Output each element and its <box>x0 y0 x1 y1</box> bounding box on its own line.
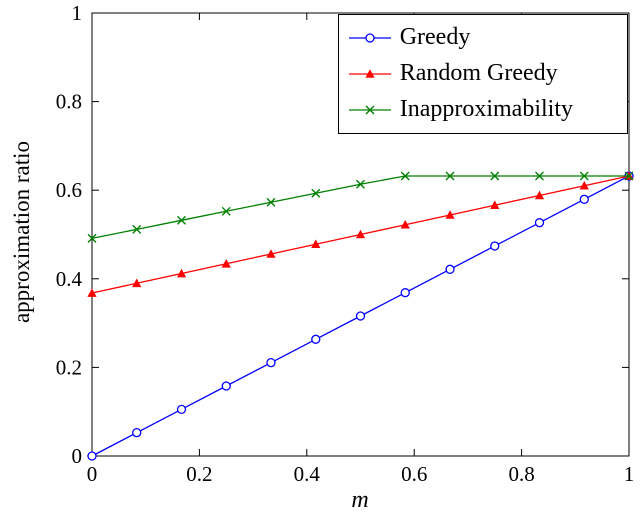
legend-marker-greedy-icon <box>348 32 391 43</box>
legend-item-inapproximability: Inapproximability <box>348 94 573 125</box>
legend-marker-random-greedy-icon <box>348 68 391 78</box>
x-axis-label: m <box>351 487 369 513</box>
series-greedy <box>87 171 634 461</box>
y-tick-label: 1 <box>72 1 83 25</box>
legend-item-greedy: Greedy <box>348 22 573 53</box>
legend-label-inapproximability: Inapproximability <box>399 96 573 123</box>
legend-marker-inapproximability-icon <box>348 105 391 115</box>
legend-item-random-greedy: Random Greedy <box>348 58 573 89</box>
y-tick-label: 0 <box>72 444 83 468</box>
y-tick-label: 0.6 <box>56 178 82 202</box>
legend-label-greedy: Greedy <box>399 24 471 50</box>
axis-frame <box>91 12 630 457</box>
y-tick-label: 0.8 <box>56 90 82 114</box>
x-tick-label: 1 <box>624 462 635 486</box>
series-random-greedy <box>87 171 634 297</box>
axis-ticks: 0 0.2 0.4 0.6 0.8 1 0 0.2 0.4 0.6 0.8 1 <box>56 1 635 486</box>
y-tick-label: 0.2 <box>56 355 82 379</box>
x-tick-label: 0.4 <box>294 462 321 486</box>
legend: Greedy Random Greedy Inapproximability <box>337 14 628 134</box>
series-inapproximability <box>87 171 634 243</box>
x-tick-label: 0 <box>87 462 98 486</box>
y-tick-label: 0.4 <box>56 267 83 291</box>
legend-label-random-greedy: Random Greedy <box>399 60 558 87</box>
x-tick-label: 0.6 <box>401 462 427 486</box>
y-axis-label: approximation ratio <box>9 140 34 324</box>
x-tick-label: 0.2 <box>186 462 212 486</box>
x-tick-label: 0.8 <box>508 462 534 486</box>
